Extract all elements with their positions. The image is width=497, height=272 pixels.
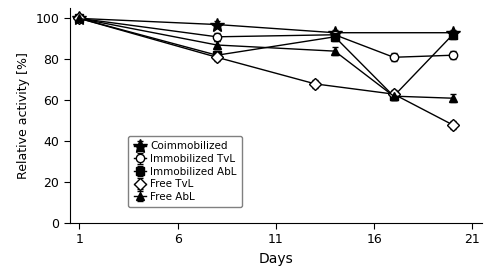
X-axis label: Days: Days [258, 252, 293, 266]
Legend: Coimmobilized, Immobilized TvL, Immobilized AbL, Free TvL, Free AbL: Coimmobilized, Immobilized TvL, Immobili… [128, 136, 242, 207]
Y-axis label: Relative activity [%]: Relative activity [%] [17, 52, 30, 179]
